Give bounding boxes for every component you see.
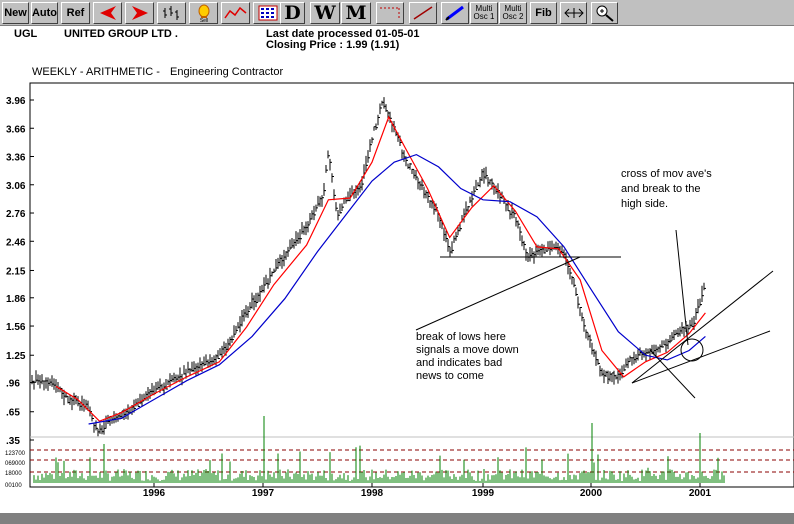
pencil-icon <box>443 5 467 21</box>
volume-tick-label: 123700 <box>5 451 26 457</box>
ref-button[interactable]: Ref <box>61 2 90 24</box>
monthly-button[interactable]: M <box>341 2 371 24</box>
trend-annotations <box>415 229 774 399</box>
sector-label: Engineering Contractor <box>170 66 283 78</box>
long-moving-average-line <box>88 153 706 425</box>
volume-tick-label: 069000 <box>5 461 26 467</box>
price-chart: UGL UNITED GROUP LTD . Last date process… <box>0 26 794 513</box>
cross-highlight-circle <box>680 338 704 362</box>
horizontal-arrows-icon <box>563 5 585 21</box>
volume-tick-label: 18000 <box>5 471 22 477</box>
y-tick-label: 1.25 <box>6 351 26 362</box>
y-tick-label: 3.66 <box>6 124 26 135</box>
ohlc-bars-icon <box>161 5 183 21</box>
chart-notes: cross of mov ave's and break to the high s… <box>416 168 712 382</box>
x-tick-label: 1998 <box>361 488 384 499</box>
horizontal-scale-button[interactable] <box>560 2 587 24</box>
x-tick-label: 1997 <box>252 488 275 499</box>
y-tick-label: 3.96 <box>6 96 26 107</box>
y-axis: 3.96 3.66 3.36 3.06 2.76 2.46 2.15 1.86 1.56 1.25… <box>6 96 34 447</box>
fibonacci-label: Fib <box>535 6 552 19</box>
bar-chart-button[interactable] <box>157 2 186 24</box>
zoom-button[interactable] <box>591 2 618 24</box>
x-tick-label: 2001 <box>689 488 712 499</box>
grid-button[interactable] <box>253 2 282 24</box>
ref-label: Ref <box>66 6 85 19</box>
sell-button[interactable]: Sell <box>189 2 218 24</box>
company-label: UNITED GROUP LTD . <box>64 28 178 40</box>
y-tick-label: .65 <box>6 408 20 419</box>
y-tick-label: 2.76 <box>6 209 26 220</box>
new-button[interactable]: New <box>2 2 29 24</box>
magnifier-icon <box>594 4 616 22</box>
last-date-label: Last date processed 01-05-01 <box>266 28 419 40</box>
red-left-arrow-icon <box>97 5 119 21</box>
ticker-label: UGL <box>14 28 38 40</box>
x-tick-label: 1999 <box>472 488 495 499</box>
moving-average-lines <box>55 115 706 425</box>
multi-osc-2-button[interactable]: Multi Osc 2 <box>499 2 527 24</box>
break-note-line: signals a move down <box>416 344 519 356</box>
daily-button[interactable]: D <box>280 2 305 24</box>
trendline-button[interactable] <box>409 2 437 24</box>
fibonacci-button[interactable]: Fib <box>530 2 557 24</box>
y-tick-label: 2.46 <box>6 237 26 248</box>
y-tick-label: 1.86 <box>6 294 26 305</box>
status-bar <box>0 513 794 524</box>
x-tick-label: 1996 <box>143 488 166 499</box>
daily-label: D <box>284 2 301 24</box>
y-tick-label: 3.06 <box>6 181 26 192</box>
closing-price-label: Closing Price : 1.99 (1.91) <box>266 39 400 51</box>
auto-label: Auto <box>31 6 58 19</box>
chart-subtitle: WEEKLY - ARITHMETIC - <box>32 66 160 78</box>
downtrend-end-line <box>649 349 696 399</box>
y-tick-label: .96 <box>6 379 20 390</box>
plot-frame <box>29 82 794 488</box>
grid-icon <box>258 5 278 21</box>
line-chart-button[interactable] <box>221 2 250 24</box>
break-note-line: and indicates bad <box>416 357 502 369</box>
svg-text:Sell: Sell <box>199 18 207 22</box>
break-callout-line <box>415 256 581 331</box>
auto-button[interactable]: Auto <box>31 2 58 24</box>
volume-bars <box>33 416 725 483</box>
cross-note-line: and break to the <box>621 183 701 195</box>
new-label: New <box>4 6 27 19</box>
break-note-line: break of lows here <box>416 331 506 343</box>
cross-callout-line <box>675 229 689 346</box>
y-tick-label: .35 <box>6 436 20 447</box>
multi-osc-1-label: Multi Osc 1 <box>473 4 495 21</box>
dashed-line-icon <box>378 5 402 21</box>
short-moving-average-line <box>55 115 706 422</box>
cross-note-line: high side. <box>621 198 668 210</box>
multi-osc-1-button[interactable]: Multi Osc 1 <box>470 2 498 24</box>
monthly-label: M <box>345 2 367 24</box>
dashed-line-button[interactable] <box>376 2 404 24</box>
pencil-button[interactable] <box>441 2 469 24</box>
cross-note-line: cross of mov ave's <box>621 168 712 180</box>
trendline-icon <box>411 5 435 21</box>
scroll-left-button[interactable] <box>93 2 122 24</box>
sell-lamp-icon: Sell <box>193 4 215 22</box>
x-axis: 1996 1997 1998 1999 2000 2001 <box>143 483 712 499</box>
scroll-right-button[interactable] <box>125 2 154 24</box>
x-tick-label: 2000 <box>580 488 603 499</box>
red-line-chart-icon <box>223 5 248 21</box>
weekly-button[interactable]: W <box>310 2 340 24</box>
weekly-label: W <box>314 2 336 24</box>
y-tick-label: 1.56 <box>6 322 26 333</box>
chart-area: UGL UNITED GROUP LTD . Last date process… <box>0 26 794 513</box>
red-right-arrow-icon <box>129 5 151 21</box>
uptrend-line-upper <box>631 270 774 384</box>
volume-tick-label: 00100 <box>5 483 22 489</box>
y-tick-label: 3.36 <box>6 153 26 164</box>
break-note-line: news to come <box>416 370 484 382</box>
y-tick-label: 2.15 <box>6 266 26 277</box>
toolbar: New Auto Ref Sell D W M Multi Osc 1 Multi Osc 2 Fib <box>0 0 794 26</box>
multi-osc-2-label: Multi Osc 2 <box>502 4 524 21</box>
